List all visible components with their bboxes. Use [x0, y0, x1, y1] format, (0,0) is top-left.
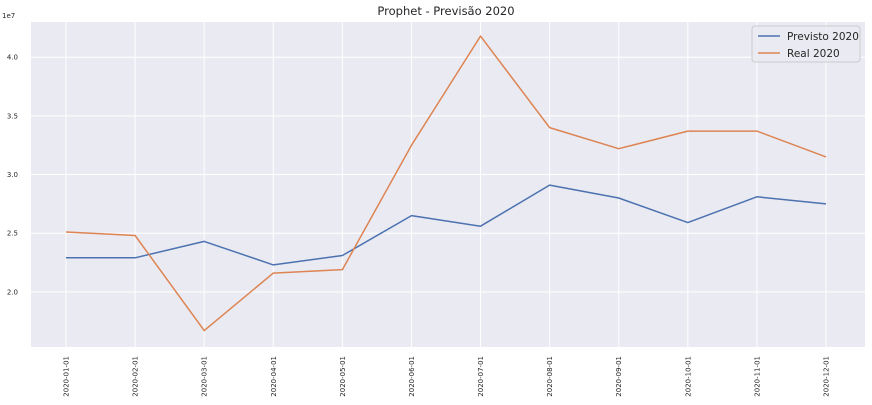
data-point: [755, 129, 759, 133]
data-point: [548, 126, 552, 130]
data-point: [340, 253, 344, 257]
y-tick-label: 3.0: [7, 171, 18, 179]
data-point: [202, 329, 206, 333]
grid-lines: [31, 22, 865, 347]
y-tick-label: 2.0: [7, 288, 18, 296]
data-point: [617, 196, 621, 200]
data-point: [64, 230, 68, 234]
y-tick-label: 4.0: [7, 54, 18, 62]
x-tick-label: 2020-06-01: [408, 356, 416, 397]
data-point: [479, 224, 483, 228]
y-tick-label: 2.5: [7, 230, 18, 238]
data-point: [686, 221, 690, 225]
data-point: [617, 147, 621, 151]
x-tick-label: 2020-10-01: [684, 356, 692, 397]
data-point: [824, 155, 828, 159]
data-point: [133, 256, 137, 260]
data-point: [409, 143, 413, 147]
data-point: [271, 263, 275, 267]
y-tick-label: 3.5: [7, 112, 18, 120]
y-axis: 2.0 2.5 3.0 3.5 4.0: [7, 54, 18, 297]
x-tick-label: 2020-12-01: [823, 356, 831, 397]
data-point: [64, 256, 68, 260]
chart-title: Prophet - Previsão 2020: [377, 4, 514, 18]
x-axis: 2020-01-01 2020-02-01 2020-03-01 2020-04-01…: [63, 356, 831, 397]
legend-label-2: Real 2020: [787, 48, 840, 60]
x-tick-label: 2020-11-01: [753, 356, 761, 397]
legend-label-1: Previsto 2020: [787, 31, 859, 43]
data-point: [686, 129, 690, 133]
data-point: [133, 234, 137, 238]
x-tick-label: 2020-02-01: [132, 356, 140, 397]
legend: Previsto 2020 Real 2020: [751, 25, 861, 63]
series-line-2: [65, 35, 827, 332]
series-layer: [64, 34, 828, 333]
x-tick-label: 2020-03-01: [201, 356, 209, 397]
x-tick-label: 2020-09-01: [615, 356, 623, 397]
data-point: [409, 214, 413, 218]
x-tick-label: 2020-08-01: [546, 356, 554, 397]
y-offset-label: 1e7: [2, 12, 15, 20]
x-tick-label: 2020-04-01: [270, 356, 278, 397]
data-point: [755, 195, 759, 199]
data-point: [824, 202, 828, 206]
x-tick-label: 2020-05-01: [339, 356, 347, 397]
x-tick-label: 2020-07-01: [477, 356, 485, 397]
data-point: [271, 271, 275, 275]
plot-area: [31, 22, 865, 347]
data-point: [202, 239, 206, 243]
series-line-1: [66, 184, 827, 266]
data-point: [479, 34, 483, 38]
x-tick-label: 2020-01-01: [63, 356, 71, 397]
data-point: [340, 268, 344, 272]
data-point: [548, 183, 552, 187]
